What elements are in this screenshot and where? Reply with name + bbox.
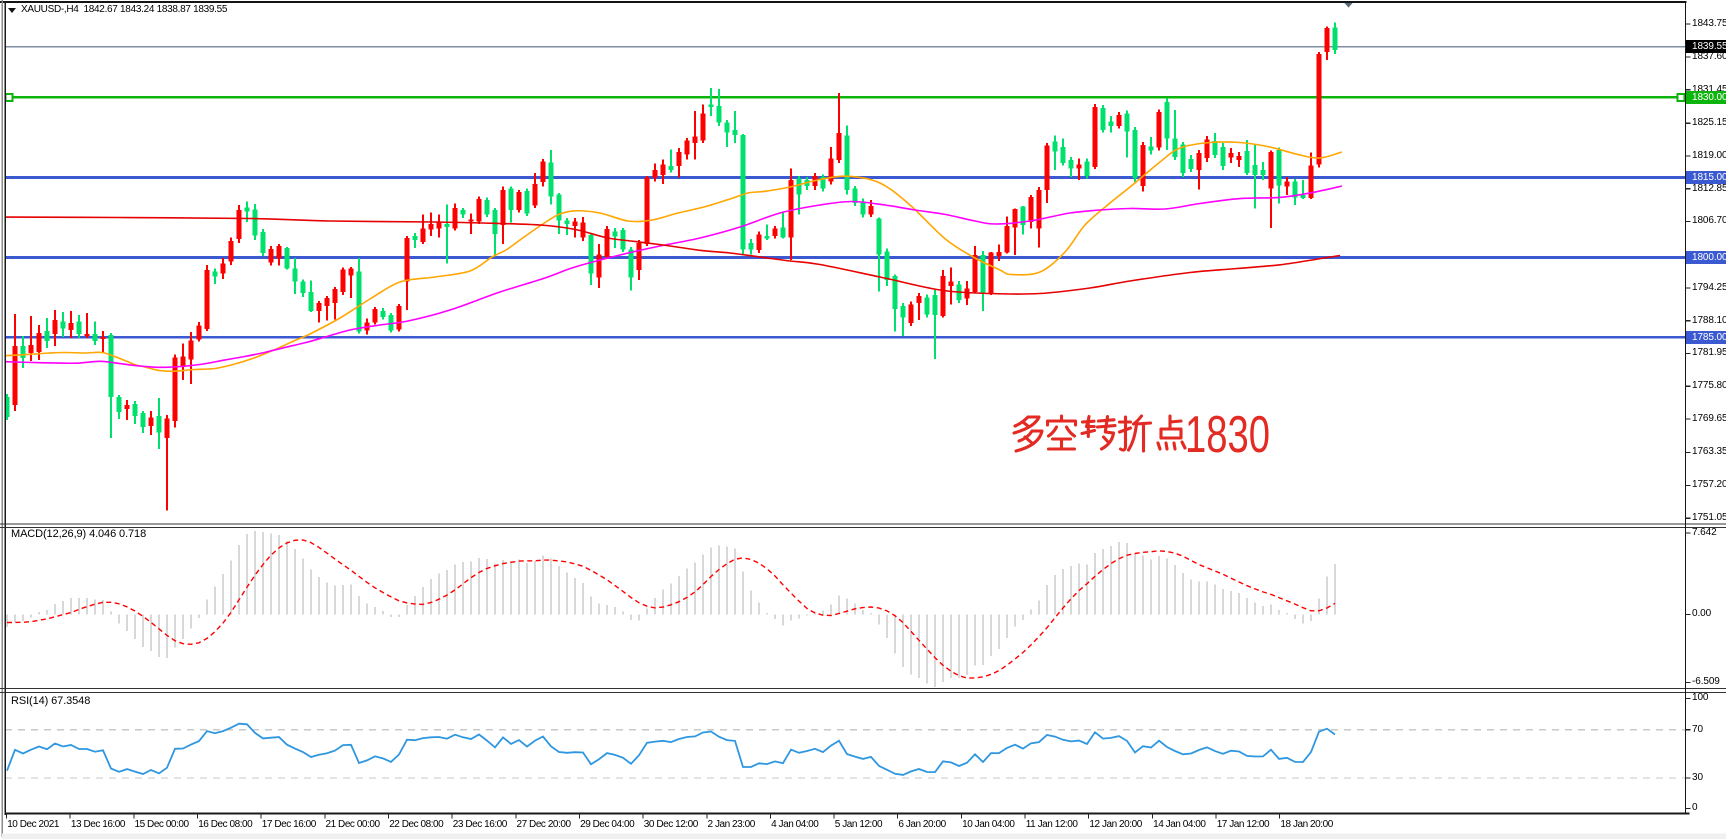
svg-text:1830: 1830 <box>1185 410 1270 460</box>
